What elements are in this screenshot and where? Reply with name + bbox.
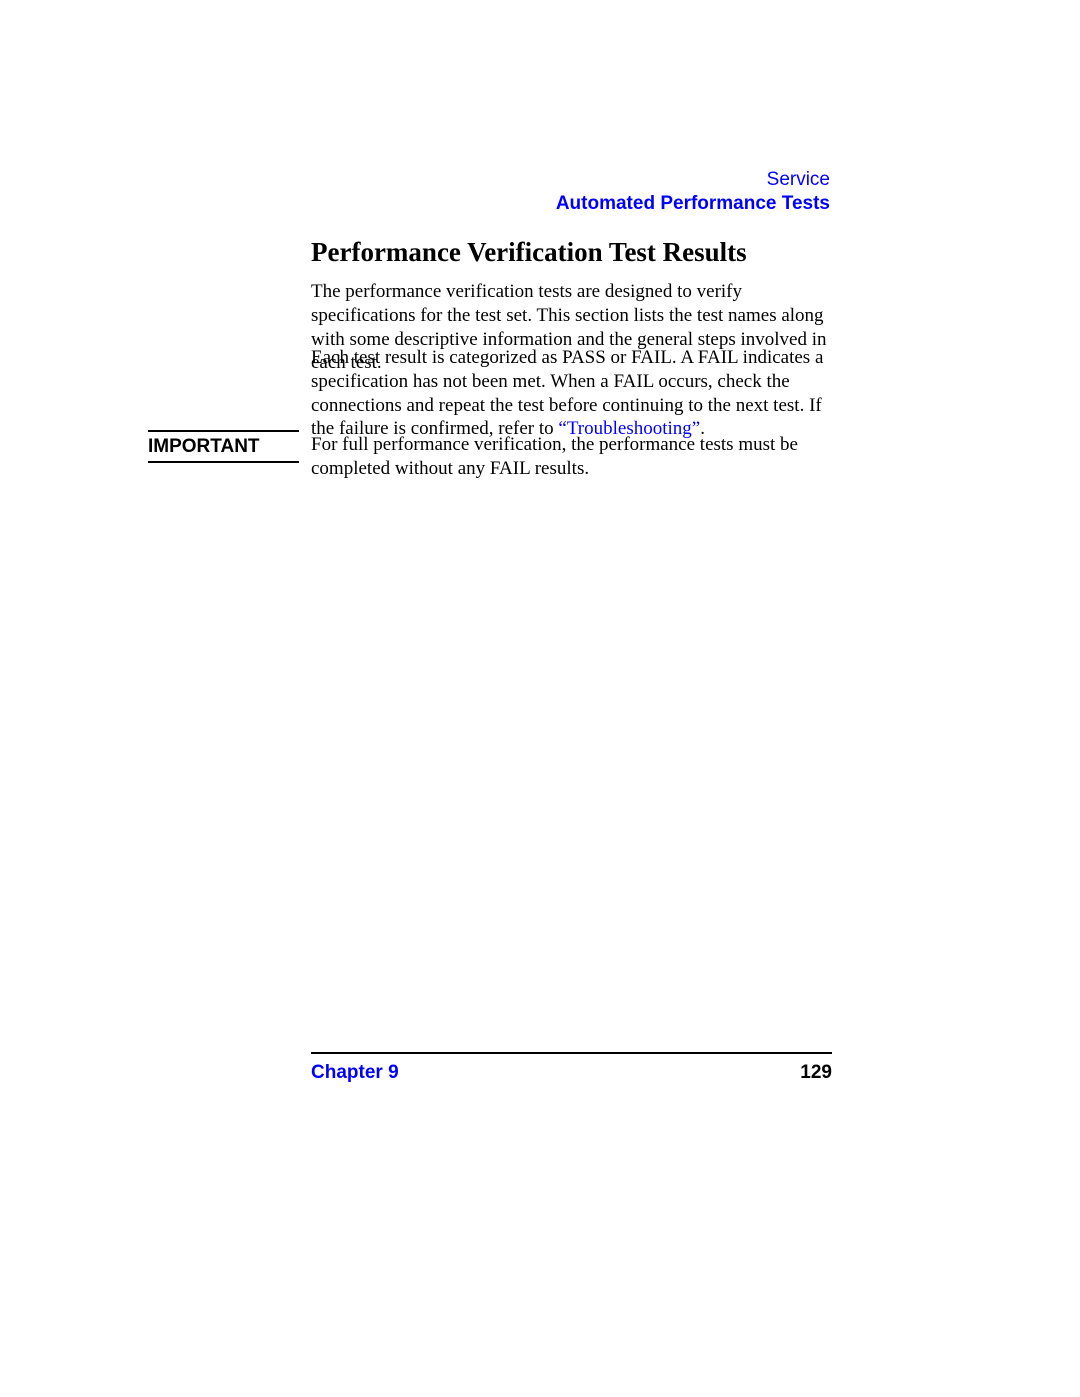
footer-chapter: Chapter 9 (311, 1062, 399, 1084)
important-label-box: IMPORTANT (148, 430, 299, 463)
page-header: Service Automated Performance Tests (556, 168, 830, 216)
important-text: For full performance verification, the p… (299, 430, 836, 481)
important-label: IMPORTANT (148, 436, 260, 457)
important-note: IMPORTANT For full performance verificat… (148, 430, 836, 481)
header-service: Service (556, 168, 830, 192)
footer-page-number: 129 (800, 1062, 832, 1084)
page-footer: Chapter 9 129 (311, 1062, 832, 1084)
section-heading: Performance Verification Test Results (311, 237, 747, 268)
result-paragraph: Each test result is categorized as PASS … (311, 346, 836, 441)
document-page: Service Automated Performance Tests Perf… (0, 0, 1080, 1397)
footer-rule (311, 1052, 832, 1054)
header-subtitle: Automated Performance Tests (556, 192, 830, 216)
